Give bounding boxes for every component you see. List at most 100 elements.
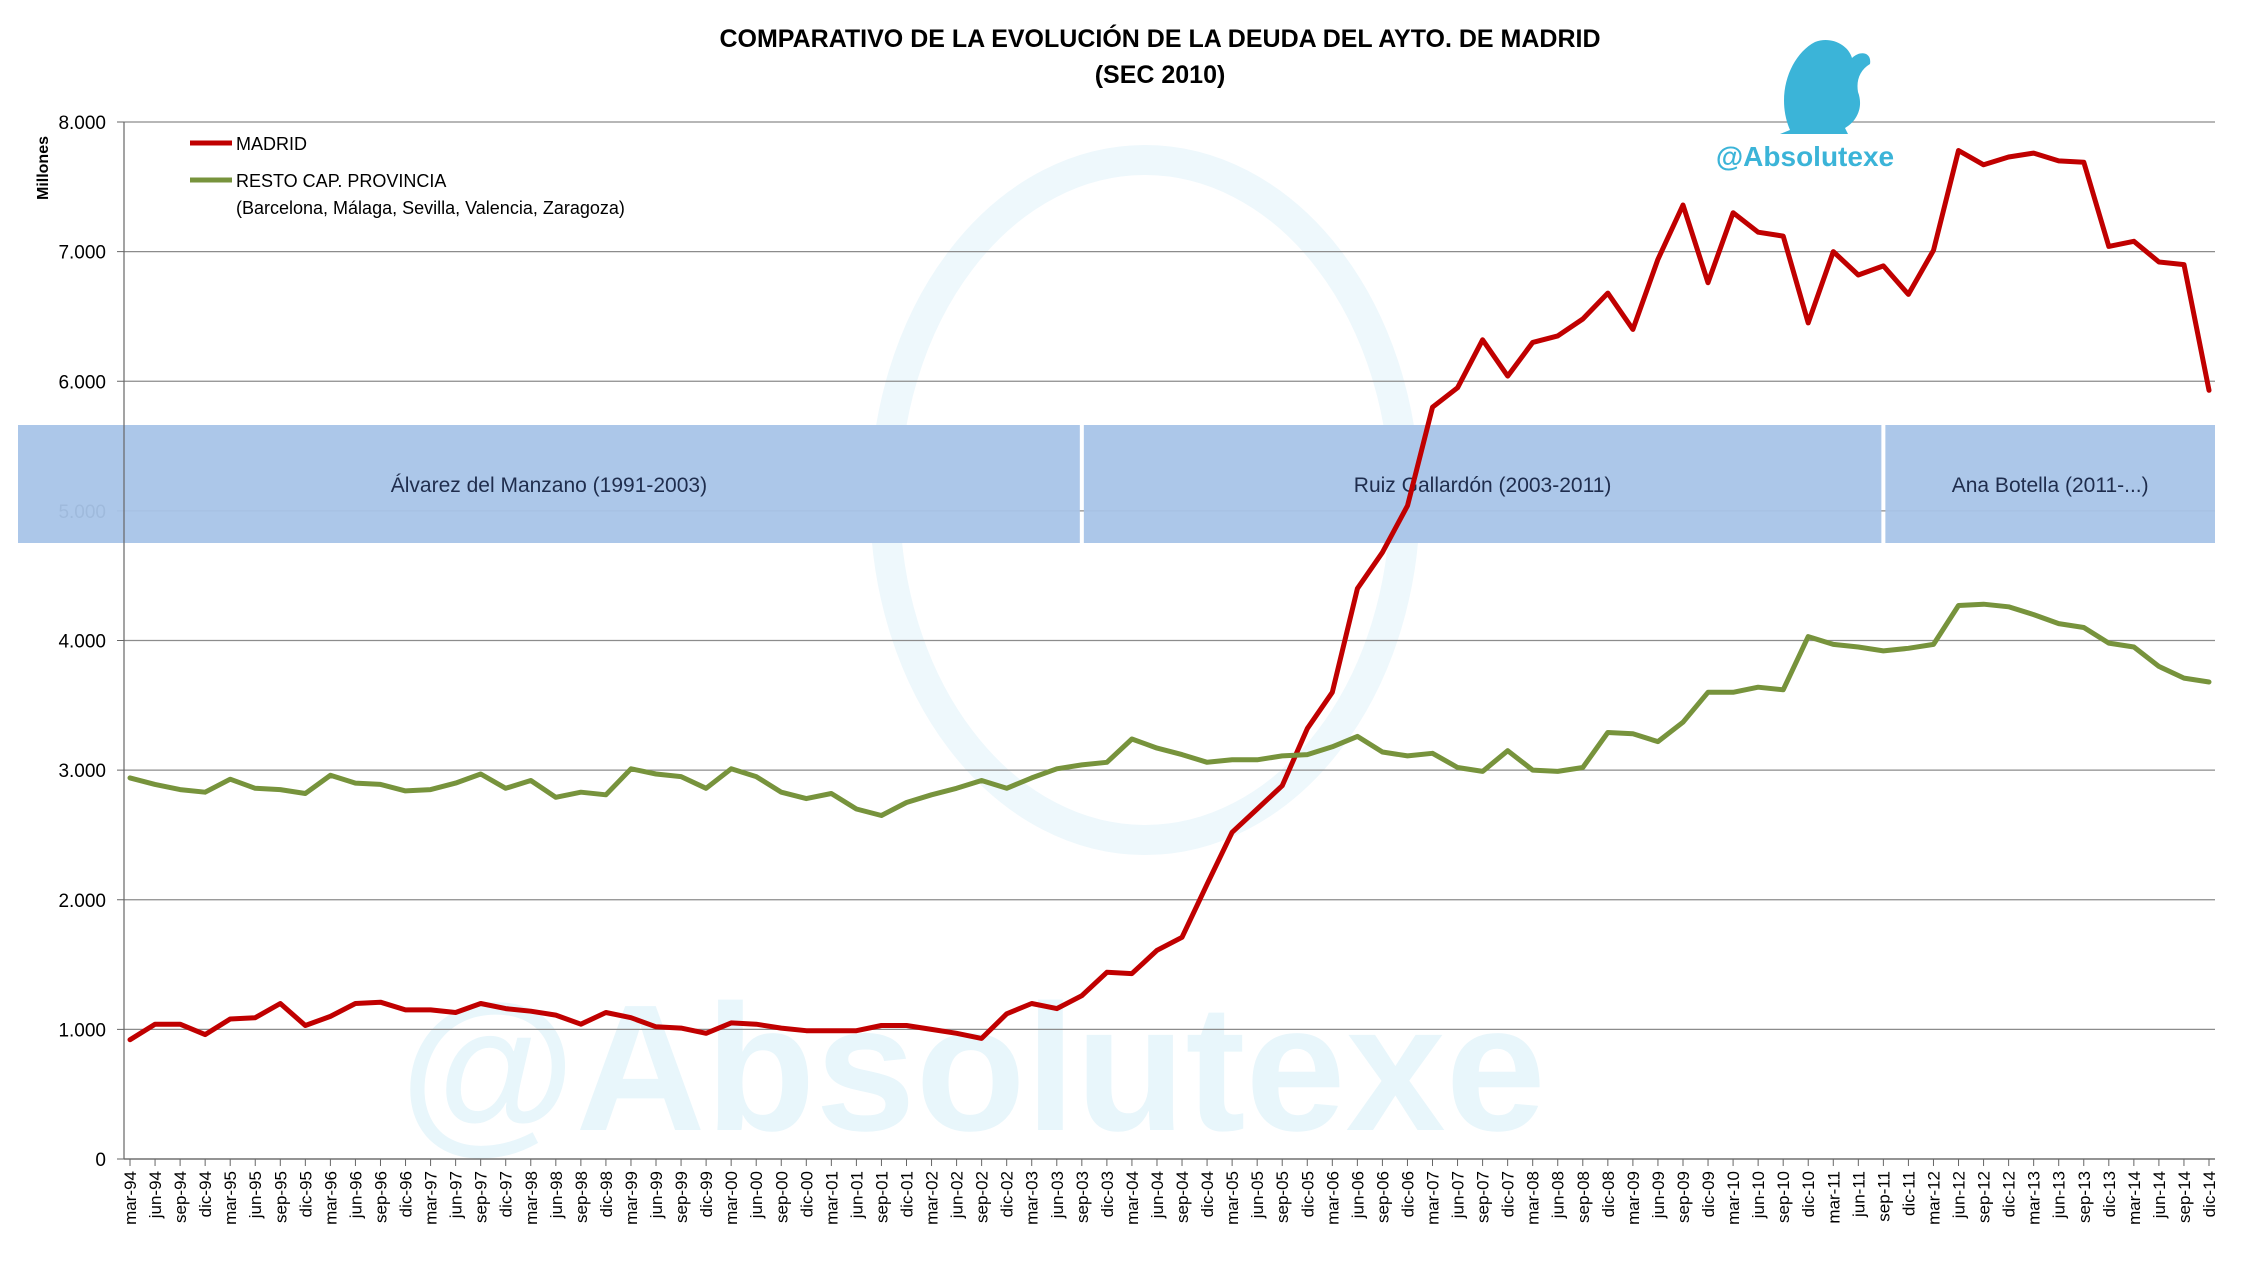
x-tick-label: mar-14 xyxy=(2125,1171,2144,1225)
x-tick-label: sep-01 xyxy=(872,1171,891,1223)
x-tick-label: jun-13 xyxy=(2050,1171,2069,1219)
x-tick-label: dic-94 xyxy=(196,1171,215,1217)
chart-title: COMPARATIVO DE LA EVOLUCIÓN DE LA DEUDA … xyxy=(719,23,1600,53)
x-tick-label: dic-14 xyxy=(2200,1171,2219,1217)
x-tick-label: jun-12 xyxy=(1950,1171,1969,1219)
legend: MADRID RESTO CAP. PROVINCIA (Barcelona, … xyxy=(190,134,625,218)
x-tick-label: jun-09 xyxy=(1649,1171,1668,1219)
mayor-band-label: Ana Botella (2011-...) xyxy=(1952,474,2149,497)
x-tick-label: mar-11 xyxy=(1824,1171,1843,1224)
mayor-band-label: Ruiz Gallardón (2003-2011) xyxy=(1354,474,1612,497)
y-tick-label: 4.000 xyxy=(58,632,106,653)
x-tick-label: mar-00 xyxy=(722,1171,741,1225)
x-tick-label: dic-95 xyxy=(296,1171,315,1217)
x-tick-label: sep-10 xyxy=(1774,1171,1793,1223)
x-tick-label: dic-98 xyxy=(597,1171,616,1217)
mayor-band xyxy=(1083,425,1882,543)
x-tick-label: dic-01 xyxy=(897,1171,916,1217)
y-axis-label: Millones xyxy=(35,136,52,200)
x-tick-label: dic-03 xyxy=(1098,1171,1117,1217)
x-tick-label: jun-07 xyxy=(1449,1171,1468,1219)
x-tick-label: mar-04 xyxy=(1123,1171,1142,1225)
axes xyxy=(123,122,2215,1160)
y-tick-label: 7.000 xyxy=(58,243,106,264)
x-tick-label: sep-95 xyxy=(271,1171,290,1223)
legend-note-resto: (Barcelona, Málaga, Sevilla, Valencia, Z… xyxy=(236,198,625,218)
mayor-band xyxy=(18,425,1080,543)
x-tick-label: jun-00 xyxy=(747,1171,766,1219)
x-tick-label: jun-01 xyxy=(847,1171,866,1219)
legend-label-madrid: MADRID xyxy=(236,134,307,154)
x-tick-label: dic-05 xyxy=(1298,1171,1317,1217)
x-tick-label: mar-94 xyxy=(121,1171,140,1225)
x-tick-label: jun-04 xyxy=(1148,1171,1167,1219)
y-tick-label: 2.000 xyxy=(58,891,106,912)
y-tick-label: 3.000 xyxy=(58,761,106,782)
x-tick-label: mar-03 xyxy=(1023,1171,1042,1225)
x-tick-label: dic-13 xyxy=(2100,1171,2119,1217)
x-tick-label: sep-07 xyxy=(1474,1171,1493,1223)
series-line-resto xyxy=(127,601,2212,818)
x-tick-label: jun-08 xyxy=(1549,1171,1568,1219)
x-tick-label: mar-09 xyxy=(1624,1171,1643,1225)
x-tick-label: mar-10 xyxy=(1724,1171,1743,1225)
x-tick-label: jun-98 xyxy=(547,1171,566,1219)
x-tick-label: dic-11 xyxy=(1899,1171,1918,1216)
x-tick-label: sep-14 xyxy=(2175,1171,2194,1223)
x-tick-label: sep-98 xyxy=(572,1171,591,1223)
x-tick-label: jun-97 xyxy=(447,1171,466,1219)
x-tick-label: dic-08 xyxy=(1599,1171,1618,1217)
mayor-band-label: Álvarez del Manzano (1991-2003) xyxy=(391,474,707,497)
x-tick-label: sep-11 xyxy=(1874,1171,1893,1222)
x-tick-label: mar-08 xyxy=(1524,1171,1543,1225)
series-lines xyxy=(127,148,2212,1043)
x-tick-label: jun-99 xyxy=(647,1171,666,1219)
x-tick-label: mar-98 xyxy=(522,1171,541,1225)
x-tick-label: sep-13 xyxy=(2075,1171,2094,1223)
x-tick-label: sep-09 xyxy=(1674,1171,1693,1223)
x-tick-label: sep-96 xyxy=(371,1171,390,1223)
chart-subtitle: (SEC 2010) xyxy=(1095,61,1226,89)
x-tick-label: mar-12 xyxy=(1924,1171,1943,1225)
x-tick-label: jun-06 xyxy=(1348,1171,1367,1219)
x-tick-label: dic-00 xyxy=(797,1171,816,1217)
x-tick-label: mar-96 xyxy=(321,1171,340,1225)
x-tick-label: sep-08 xyxy=(1574,1171,1593,1223)
x-tick-label: jun-11 xyxy=(1849,1171,1868,1218)
x-tick-label: jun-05 xyxy=(1248,1171,1267,1219)
x-tick-label: sep-02 xyxy=(973,1171,992,1223)
x-tick-label: sep-99 xyxy=(672,1171,691,1223)
y-tick-labels: 01.0002.0003.0004.0005.0006.0007.0008.00… xyxy=(58,113,124,1171)
x-tick-label: dic-96 xyxy=(397,1171,416,1217)
x-tick-label: jun-02 xyxy=(948,1171,967,1219)
x-tick-label: sep-12 xyxy=(1975,1171,1994,1223)
x-tick-label: sep-05 xyxy=(1273,1171,1292,1223)
x-tick-label: mar-06 xyxy=(1323,1171,1342,1225)
x-tick-label: dic-10 xyxy=(1799,1171,1818,1217)
y-tick-label: 1.000 xyxy=(58,1020,106,1041)
x-tick-label: sep-94 xyxy=(171,1171,190,1223)
x-tick-label: jun-95 xyxy=(246,1171,265,1219)
griffin-icon xyxy=(1780,39,1871,134)
x-tick-label: jun-10 xyxy=(1749,1171,1768,1219)
y-tick-label: 8.000 xyxy=(58,113,106,134)
x-tick-label: sep-06 xyxy=(1373,1171,1392,1223)
mayor-band xyxy=(1885,425,2215,543)
x-tick-label: jun-14 xyxy=(2150,1171,2169,1219)
x-tick-label: sep-00 xyxy=(772,1171,791,1223)
x-tick-label: mar-01 xyxy=(822,1171,841,1225)
x-tick-label: mar-02 xyxy=(923,1171,942,1225)
x-tick-label: dic-09 xyxy=(1699,1171,1718,1217)
x-tick-label: dic-04 xyxy=(1198,1171,1217,1217)
series-line-madrid xyxy=(127,148,2212,1043)
brand-logo: @Absolutexe xyxy=(1716,39,1894,172)
brand-handle: @Absolutexe xyxy=(1716,141,1894,172)
x-tick-label: sep-04 xyxy=(1173,1171,1192,1223)
x-tick-label: mar-05 xyxy=(1223,1171,1242,1225)
x-tick-label: sep-97 xyxy=(472,1171,491,1223)
x-tick-label: dic-99 xyxy=(697,1171,716,1217)
x-tick-label: dic-12 xyxy=(2000,1171,2019,1217)
x-tick-label: jun-03 xyxy=(1048,1171,1067,1219)
x-tick-label: mar-07 xyxy=(1424,1171,1443,1225)
